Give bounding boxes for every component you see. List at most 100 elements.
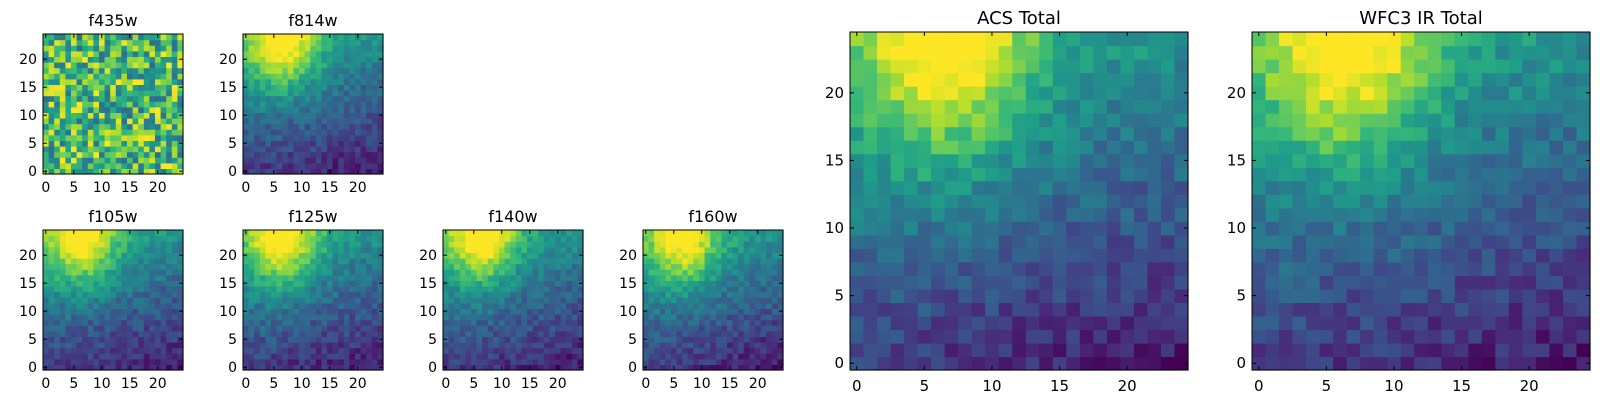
heatmap-cell	[121, 336, 128, 343]
heatmap-cell	[521, 342, 528, 349]
heatmap-cell	[1066, 113, 1081, 128]
heatmap-cell	[454, 364, 461, 371]
heatmap-cell	[149, 123, 156, 130]
x-tick-label: 0	[641, 376, 650, 392]
heatmap-cell	[917, 261, 932, 276]
heatmap-cell	[138, 62, 145, 69]
heatmap-cell	[343, 342, 350, 349]
heatmap-cell	[543, 336, 550, 343]
heatmap-cell	[271, 140, 278, 147]
heatmap-cell	[248, 252, 255, 259]
heatmap-cell	[310, 291, 317, 298]
heatmap-cell	[115, 358, 122, 365]
heatmap-cell	[43, 274, 50, 281]
heatmap-cell	[332, 314, 339, 321]
heatmap-cell	[315, 347, 322, 354]
heatmap-cell	[704, 358, 711, 365]
heatmap-cell	[332, 230, 339, 237]
heatmap-cell	[321, 134, 328, 141]
heatmap-cell	[1120, 140, 1135, 155]
heatmap-cell	[304, 168, 311, 175]
heatmap-cell	[766, 280, 773, 287]
heatmap-cell	[43, 90, 50, 97]
heatmap-cell	[343, 162, 350, 169]
heatmap-cell	[254, 358, 261, 365]
heatmap-cell	[138, 241, 145, 248]
heatmap-cell	[710, 230, 717, 237]
heatmap-cell	[287, 45, 294, 52]
heatmap-cell	[299, 314, 306, 321]
heatmap-cell	[121, 50, 128, 57]
heatmap-cell	[138, 347, 145, 354]
heatmap-cell	[349, 112, 356, 119]
heatmap-cell	[360, 39, 367, 46]
heatmap-cell	[549, 235, 556, 242]
heatmap-cell	[121, 39, 128, 46]
heatmap-cell	[76, 106, 83, 113]
heatmap-cell	[99, 134, 106, 141]
heatmap-cell	[332, 302, 339, 309]
heatmap-cell	[1373, 180, 1388, 195]
heatmap-cell	[863, 315, 878, 331]
heatmap-cell	[54, 146, 61, 153]
heatmap-cell	[738, 336, 745, 343]
heatmap-cell	[48, 45, 55, 52]
heatmap-cell	[243, 118, 250, 125]
heatmap-cell	[710, 347, 717, 354]
heatmap-cell	[271, 151, 278, 158]
heatmap-cell	[327, 162, 334, 169]
heatmap-cell	[538, 246, 545, 253]
heatmap-cell	[1147, 194, 1162, 209]
heatmap-cell	[121, 112, 128, 119]
heatmap-cell	[155, 129, 162, 136]
heatmap-cell	[355, 308, 362, 315]
heatmap-cell	[1093, 356, 1108, 371]
heatmap-cell	[293, 73, 300, 80]
heatmap-cell	[521, 291, 528, 298]
heatmap-cell	[1319, 275, 1334, 290]
heatmap-cell	[693, 286, 700, 293]
heatmap-cell	[1039, 342, 1054, 358]
heatmap-cell	[665, 235, 672, 242]
heatmap-cell	[293, 235, 300, 242]
heatmap-cell	[143, 246, 150, 253]
heatmap-cell	[338, 101, 345, 108]
heatmap-cell	[715, 235, 722, 242]
heatmap-cell	[121, 123, 128, 130]
heatmap-cell	[177, 358, 184, 365]
heatmap-cell	[48, 112, 55, 119]
heatmap-cell	[132, 241, 139, 248]
heatmap-cell	[931, 126, 946, 141]
heatmap-cell	[259, 140, 266, 147]
heatmap-cell	[104, 106, 111, 113]
heatmap-cell	[510, 353, 517, 360]
heatmap-cell	[360, 269, 367, 276]
heatmap-cell	[282, 90, 289, 97]
heatmap-cell	[1012, 356, 1027, 371]
heatmap-cell	[65, 78, 72, 85]
heatmap-cell	[65, 280, 72, 287]
heatmap-cell	[863, 221, 878, 236]
heatmap-cell	[287, 263, 294, 270]
heatmap-cell	[985, 261, 1000, 276]
heatmap-cell	[944, 234, 959, 249]
heatmap-cell	[143, 140, 150, 147]
heatmap-cell	[299, 235, 306, 242]
heatmap-cell	[971, 140, 986, 155]
heatmap-cell	[132, 325, 139, 332]
heatmap-cell	[82, 269, 89, 276]
heatmap-cell	[166, 286, 173, 293]
heatmap-cell	[355, 325, 362, 332]
heatmap-cell	[643, 325, 650, 332]
heatmap-cell	[293, 241, 300, 248]
heatmap-cell	[371, 84, 378, 91]
heatmap-cell	[121, 62, 128, 69]
heatmap-cell	[448, 297, 455, 304]
heatmap-cell	[299, 308, 306, 315]
heatmap-cell	[310, 78, 317, 85]
heatmap-cell	[360, 129, 367, 136]
heatmap-cell	[76, 84, 83, 91]
heatmap-cell	[1025, 342, 1040, 358]
heatmap-cell	[671, 297, 678, 304]
heatmap-cell	[110, 101, 117, 108]
